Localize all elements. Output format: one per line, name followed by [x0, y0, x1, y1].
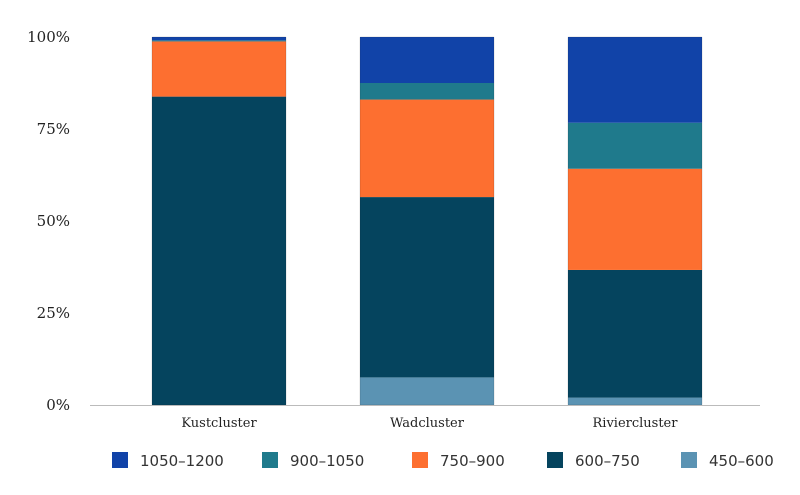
bar-segment — [360, 37, 494, 83]
bar-segment — [360, 99, 494, 198]
bar-stack — [151, 36, 287, 406]
bar-stack — [567, 36, 703, 406]
bar-segment — [568, 37, 702, 123]
legend-item: 600–750 — [547, 452, 640, 470]
legend-swatch — [262, 452, 278, 468]
bar-segment — [152, 41, 286, 97]
bar-segment — [152, 96, 286, 405]
legend: 1050–1200 900–1050 750–900 600–750 450–600 — [112, 452, 774, 470]
legend-swatch — [412, 452, 428, 468]
bar-stack — [359, 36, 495, 406]
legend-swatch — [681, 452, 697, 468]
y-tick-label: 100% — [27, 28, 70, 46]
bars — [151, 36, 703, 406]
x-tick-label: Wadcluster — [390, 416, 465, 431]
x-tick-label: Kustcluster — [181, 416, 257, 431]
bar-segment — [360, 197, 494, 378]
legend-label: 750–900 — [440, 452, 505, 470]
bar-segment — [568, 397, 702, 405]
legend-item: 450–600 — [681, 452, 774, 470]
legend-item: 750–900 — [412, 452, 505, 470]
legend-label: 900–1050 — [290, 452, 364, 470]
legend-label: 450–600 — [709, 452, 774, 470]
bar-segment — [360, 83, 494, 100]
y-tick-label: 25% — [37, 304, 70, 322]
y-tick-label: 0% — [46, 396, 70, 414]
legend-item: 900–1050 — [262, 452, 364, 470]
y-axis: 0% 25% 50% 75% 100% — [27, 28, 70, 414]
bar-segment — [152, 40, 286, 42]
bar-segment — [568, 122, 702, 169]
legend-item: 1050–1200 — [112, 452, 224, 470]
legend-swatch — [547, 452, 563, 468]
bar-segment — [568, 168, 702, 270]
bar-segment — [152, 37, 286, 41]
y-tick-label: 75% — [37, 120, 70, 138]
legend-label: 600–750 — [575, 452, 640, 470]
legend-swatch — [112, 452, 128, 468]
x-axis: Kustcluster Wadcluster Riviercluster — [90, 405, 760, 431]
x-tick-label: Riviercluster — [593, 416, 679, 431]
legend-label: 1050–1200 — [140, 452, 224, 470]
bar-segment — [360, 377, 494, 405]
y-tick-label: 50% — [37, 212, 70, 230]
bar-segment — [568, 269, 702, 398]
